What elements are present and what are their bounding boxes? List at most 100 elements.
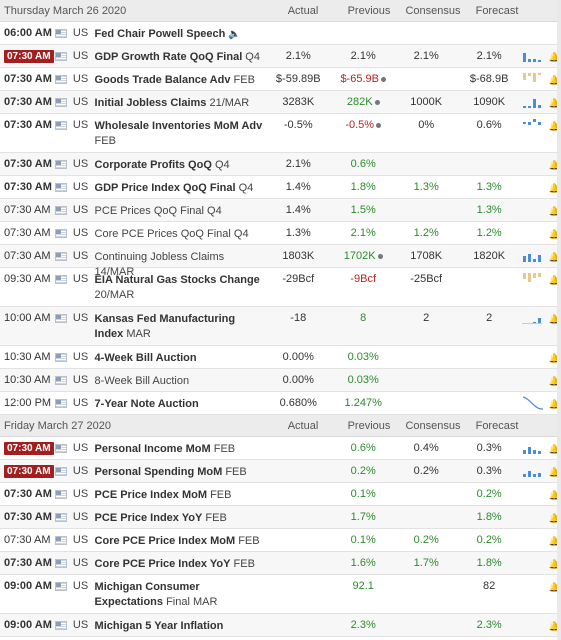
bell-cell[interactable]: 🔔: [545, 369, 561, 387]
event-title[interactable]: Wholesale Inventories MoM Adv: [94, 120, 263, 132]
bell-cell[interactable]: 🔔: [545, 176, 561, 194]
event-name[interactable]: Goods Trade Balance Adv FEB: [95, 68, 266, 88]
event-title[interactable]: Core PCE Prices QoQ Final: [94, 228, 231, 240]
mini-chart[interactable]: [522, 91, 546, 109]
mini-chart[interactable]: [522, 199, 546, 203]
alert-bell-icon[interactable]: 🔔: [548, 621, 560, 631]
mini-chart[interactable]: [522, 268, 546, 286]
mini-chart[interactable]: [522, 245, 546, 263]
event-title[interactable]: Michigan Consumer Expectations: [94, 581, 200, 608]
event-row[interactable]: 07:30 AM US Personal Spending MoM FEB 0.…: [0, 460, 561, 483]
bell-cell[interactable]: 🔔: [545, 245, 561, 263]
bell-cell[interactable]: 🔔: [545, 199, 561, 217]
bell-cell[interactable]: 🔔: [545, 268, 561, 286]
bell-cell[interactable]: 🔔: [545, 346, 561, 364]
bell-cell[interactable]: 🔔: [545, 68, 561, 86]
event-name[interactable]: EIA Natural Gas Stocks Change 20/MAR: [95, 268, 266, 303]
bell-cell[interactable]: 🔔: [545, 614, 561, 632]
alert-bell-icon[interactable]: 🔔: [548, 444, 560, 454]
event-row[interactable]: 07:30 AM US Core PCE Price Index MoM FEB…: [0, 529, 561, 552]
alert-bell-icon[interactable]: 🔔: [548, 536, 560, 546]
event-title[interactable]: 7-Year Note Auction: [94, 398, 199, 410]
bell-cell[interactable]: 🔔: [545, 91, 561, 109]
event-row[interactable]: 07:30 AM US PCE Prices QoQ Final Q4 1.4%…: [0, 199, 561, 222]
mini-chart[interactable]: [522, 222, 546, 226]
event-name[interactable]: Michigan Consumer Expectations Final MAR: [95, 575, 266, 610]
event-row[interactable]: 09:00 AM US Michigan Consumer Expectatio…: [0, 575, 561, 614]
mini-chart[interactable]: [522, 460, 546, 478]
event-name[interactable]: GDP Price Index QoQ Final Q4: [95, 176, 266, 196]
mini-chart[interactable]: [522, 45, 546, 63]
mini-chart[interactable]: [522, 22, 546, 26]
alert-bell-icon[interactable]: 🔔: [548, 467, 560, 477]
mini-chart[interactable]: [522, 153, 546, 157]
event-name[interactable]: PCE Prices QoQ Final Q4: [95, 199, 266, 219]
alert-bell-icon[interactable]: 🔔: [548, 252, 560, 262]
event-name[interactable]: PCE Price Index MoM FEB: [95, 483, 266, 503]
mini-chart[interactable]: [522, 114, 546, 132]
event-name[interactable]: Kansas Fed Manufacturing Index MAR: [95, 307, 266, 342]
mini-chart[interactable]: [521, 307, 546, 325]
event-title[interactable]: Corporate Profits QoQ: [94, 159, 212, 171]
alert-bell-icon[interactable]: 🔔: [548, 121, 560, 131]
event-name[interactable]: GDP Growth Rate QoQ Final Q4: [95, 45, 266, 65]
event-title[interactable]: EIA Natural Gas Stocks Change: [94, 274, 260, 286]
alert-bell-icon[interactable]: 🔔: [548, 376, 560, 386]
event-name[interactable]: PCE Price Index YoY FEB: [95, 506, 266, 526]
mini-chart[interactable]: [522, 392, 546, 410]
bell-cell[interactable]: 🔔: [545, 392, 561, 410]
event-row[interactable]: 07:30 AM US Corporate Profits QoQ Q4 2.1…: [0, 153, 561, 176]
alert-bell-icon[interactable]: 🔔: [548, 513, 560, 523]
mini-chart[interactable]: [522, 483, 546, 487]
alert-bell-icon[interactable]: 🔔: [548, 314, 560, 324]
alert-bell-icon[interactable]: 🔔: [548, 559, 560, 569]
alert-bell-icon[interactable]: 🔔: [548, 75, 560, 85]
event-name[interactable]: Fed Chair Powell Speech 🔈: [95, 22, 266, 42]
event-title[interactable]: Core PCE Price Index MoM: [94, 535, 236, 547]
event-title[interactable]: Michigan 5 Year Inflation: [94, 620, 224, 632]
event-title[interactable]: Fed Chair Powell Speech: [94, 28, 226, 40]
bell-cell[interactable]: 🔔: [545, 529, 561, 547]
bell-cell[interactable]: 🔔: [545, 483, 561, 501]
alert-bell-icon[interactable]: 🔔: [548, 275, 560, 285]
event-title[interactable]: GDP Price Index QoQ Final: [94, 182, 236, 194]
event-row[interactable]: 07:30 AM US Personal Income MoM FEB 0.6%…: [0, 437, 561, 460]
alert-bell-icon[interactable]: 🔔: [548, 229, 560, 239]
mini-chart[interactable]: [522, 529, 546, 533]
event-name[interactable]: 7-Year Note Auction: [95, 392, 266, 412]
event-title[interactable]: PCE Price Index MoM: [94, 489, 208, 501]
event-title[interactable]: Kansas Fed Manufacturing Index: [94, 313, 236, 340]
event-row[interactable]: 10:00 AM US Kansas Fed Manufacturing Ind…: [0, 307, 561, 346]
bell-cell[interactable]: 🔔: [545, 460, 561, 478]
event-title[interactable]: GDP Growth Rate QoQ Final: [94, 51, 243, 63]
event-row[interactable]: 07:30 AM US GDP Price Index QoQ Final Q4…: [0, 176, 561, 199]
scrollbar[interactable]: [557, 0, 561, 640]
event-row[interactable]: 07:30 AM US GDP Growth Rate QoQ Final Q4…: [0, 45, 561, 68]
alert-bell-icon[interactable]: 🔔: [548, 490, 560, 500]
mini-chart[interactable]: [522, 506, 546, 510]
bell-cell[interactable]: 🔔: [545, 114, 561, 132]
event-row[interactable]: 06:00 AM US Fed Chair Powell Speech 🔈: [0, 22, 561, 45]
event-name[interactable]: Personal Spending MoM FEB: [95, 460, 266, 480]
mini-chart[interactable]: [522, 346, 546, 350]
event-title[interactable]: Personal Income MoM: [94, 443, 211, 455]
event-row[interactable]: 07:30 AM US PCE Price Index YoY FEB 1.7%…: [0, 506, 561, 529]
event-row[interactable]: 10:30 AM US 8-Week Bill Auction 0.00% 0.…: [0, 369, 561, 392]
event-row[interactable]: 07:30 AM US Goods Trade Balance Adv FEB …: [0, 68, 561, 91]
event-title[interactable]: Initial Jobless Claims: [94, 97, 207, 109]
bell-cell[interactable]: 🔔: [545, 506, 561, 524]
mini-chart[interactable]: [522, 68, 546, 86]
mini-chart[interactable]: [522, 369, 546, 373]
event-name[interactable]: 4-Week Bill Auction: [95, 346, 266, 366]
alert-bell-icon[interactable]: 🔔: [548, 353, 560, 363]
event-name[interactable]: Core PCE Prices QoQ Final Q4: [95, 222, 266, 242]
event-name[interactable]: Initial Jobless Claims 21/MAR: [95, 91, 266, 111]
bell-cell[interactable]: 🔔: [545, 437, 561, 455]
bell-cell[interactable]: 🔔: [545, 552, 561, 570]
event-name[interactable]: 8-Week Bill Auction: [95, 369, 266, 389]
bell-cell[interactable]: 🔔: [545, 153, 561, 171]
event-row[interactable]: 07:30 AM US Core PCE Price Index YoY FEB…: [0, 552, 561, 575]
event-row[interactable]: 07:30 AM US Continuing Jobless Claims 14…: [0, 245, 561, 278]
mini-chart[interactable]: [522, 575, 546, 579]
mini-chart[interactable]: [522, 614, 546, 618]
